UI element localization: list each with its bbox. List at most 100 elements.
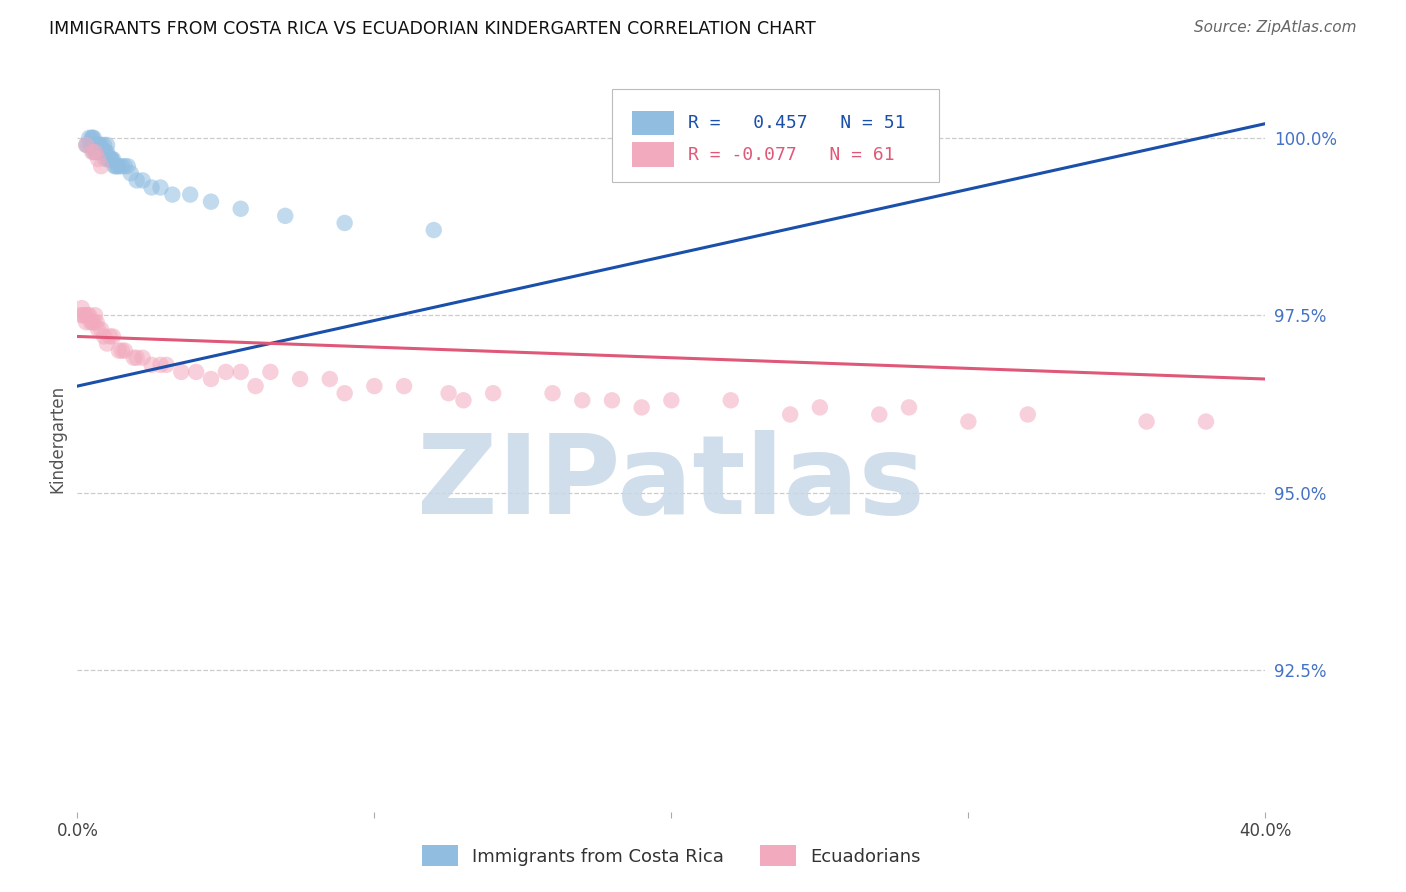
Point xyxy=(87,152,110,166)
Point xyxy=(82,315,104,329)
Point xyxy=(82,131,104,145)
Point xyxy=(453,393,475,408)
Point xyxy=(630,401,652,415)
Point xyxy=(319,372,342,386)
Point xyxy=(93,137,115,152)
Point xyxy=(229,365,252,379)
Point xyxy=(229,202,252,216)
Point xyxy=(76,308,98,322)
Point xyxy=(83,131,105,145)
Point xyxy=(107,159,129,173)
Point xyxy=(80,315,103,329)
Point xyxy=(70,301,93,315)
Point xyxy=(104,159,127,173)
Text: IMMIGRANTS FROM COSTA RICA VS ECUADORIAN KINDERGARTEN CORRELATION CHART: IMMIGRANTS FROM COSTA RICA VS ECUADORIAN… xyxy=(49,20,815,37)
Text: R =   0.457   N = 51: R = 0.457 N = 51 xyxy=(688,114,905,132)
Point xyxy=(84,145,107,159)
Point xyxy=(149,358,172,372)
Point xyxy=(96,336,118,351)
Point xyxy=(155,358,177,372)
Point xyxy=(117,159,139,173)
Point xyxy=(83,145,105,159)
Point xyxy=(808,401,831,415)
Point xyxy=(898,401,921,415)
Point xyxy=(423,223,446,237)
Text: Source: ZipAtlas.com: Source: ZipAtlas.com xyxy=(1194,20,1357,35)
Bar xyxy=(633,111,673,136)
Point xyxy=(868,408,890,422)
Point xyxy=(131,351,153,365)
Point xyxy=(111,159,134,173)
Point xyxy=(437,386,460,401)
Point xyxy=(87,145,110,159)
Point xyxy=(84,137,107,152)
Point xyxy=(1195,415,1218,429)
Point xyxy=(86,137,108,152)
Point xyxy=(103,159,125,173)
Bar xyxy=(633,143,673,167)
Text: ZIPatlas: ZIPatlas xyxy=(418,431,925,538)
Point xyxy=(90,137,112,152)
Point xyxy=(84,145,107,159)
Point xyxy=(75,137,97,152)
Point xyxy=(141,180,163,194)
Point xyxy=(1017,408,1039,422)
Point xyxy=(82,131,104,145)
Point xyxy=(114,343,136,358)
Point xyxy=(83,315,105,329)
Point xyxy=(200,372,222,386)
Point xyxy=(86,145,108,159)
Point xyxy=(69,308,91,322)
Point xyxy=(77,308,100,322)
Point xyxy=(97,152,120,166)
Point xyxy=(179,187,201,202)
Point xyxy=(101,152,124,166)
Point xyxy=(111,343,134,358)
Text: R = -0.077   N = 61: R = -0.077 N = 61 xyxy=(688,145,894,163)
Point xyxy=(94,145,117,159)
Point xyxy=(98,329,121,343)
Point xyxy=(162,187,184,202)
Point xyxy=(779,408,801,422)
Point xyxy=(101,329,124,343)
Point xyxy=(333,386,356,401)
Point xyxy=(82,137,104,152)
Point xyxy=(73,308,96,322)
Point xyxy=(170,365,193,379)
Point xyxy=(96,137,118,152)
Point xyxy=(333,216,356,230)
Point xyxy=(259,365,281,379)
Point xyxy=(245,379,267,393)
Point xyxy=(87,322,110,336)
Y-axis label: Kindergarten: Kindergarten xyxy=(48,385,66,493)
Point xyxy=(122,351,145,365)
Point xyxy=(141,358,163,372)
Point xyxy=(89,145,111,159)
Point xyxy=(131,173,153,187)
Point xyxy=(84,308,107,322)
Point xyxy=(125,173,148,187)
Point xyxy=(600,393,623,408)
Point xyxy=(86,315,108,329)
Point xyxy=(89,137,111,152)
Point xyxy=(108,159,131,173)
Point xyxy=(72,308,94,322)
Point xyxy=(100,152,122,166)
Point xyxy=(541,386,564,401)
Point xyxy=(82,145,104,159)
Point xyxy=(93,145,115,159)
Point xyxy=(91,145,114,159)
Point xyxy=(90,322,112,336)
FancyBboxPatch shape xyxy=(612,89,939,182)
Point xyxy=(87,137,110,152)
Point xyxy=(75,137,97,152)
Point xyxy=(274,209,297,223)
Point xyxy=(80,137,103,152)
Point xyxy=(120,166,142,180)
Point xyxy=(75,315,97,329)
Point xyxy=(93,329,115,343)
Point xyxy=(90,159,112,173)
Point xyxy=(97,152,120,166)
Point xyxy=(957,415,980,429)
Point xyxy=(288,372,311,386)
